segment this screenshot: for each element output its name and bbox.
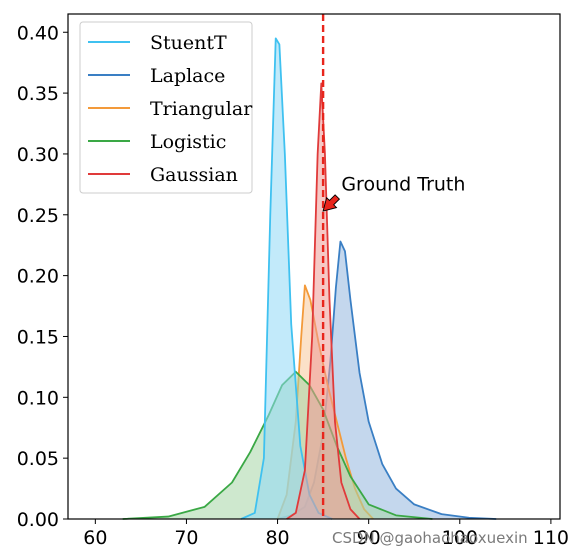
y-tick-label: 0.35 [17, 83, 59, 105]
y-tick-label: 0.20 [17, 266, 59, 288]
y-tick-label: 0.40 [17, 22, 59, 44]
x-tick-label: 60 [83, 527, 107, 549]
x-axis: 60 70 80 90 100 110 [83, 519, 569, 549]
plot-frame [67, 13, 561, 520]
y-tick-label: 0.25 [17, 205, 59, 227]
x-tick-label: 110 [533, 527, 569, 549]
series-area-stuentt [241, 38, 333, 520]
legend-label-triangular: Triangular [150, 98, 253, 120]
legend-label-stuentt: StuentT [150, 32, 227, 54]
legend-label-laplace: Laplace [150, 65, 225, 87]
x-tick-label: 90 [357, 527, 381, 549]
series-line-logistic [122, 370, 433, 520]
x-tick-label: 80 [265, 527, 289, 549]
y-tick-label: 0.15 [17, 326, 59, 348]
x-tick-label: 100 [442, 527, 478, 549]
y-tick-label: 0.10 [17, 387, 59, 409]
y-axis: 0.00 0.05 0.10 0.15 0.20 0.25 0.30 0.35 0.40 [17, 22, 68, 531]
ground-truth-label: Ground Truth [341, 173, 465, 195]
y-tick-label: 0.00 [17, 509, 59, 531]
y-tick-label: 0.05 [17, 448, 59, 470]
y-tick-label: 0.30 [17, 144, 59, 166]
ground-truth-layer: Ground Truth [321, 14, 465, 519]
legend-box [79, 21, 253, 194]
legend-label-logistic: Logistic [150, 131, 226, 153]
x-tick-label: 70 [174, 527, 198, 549]
watermark-text: CSDN @gaohaohaoxuexin [332, 529, 528, 547]
ground-truth-arrow [322, 194, 341, 212]
legend: StuentT Laplace Triangular Logistic Gaussian [79, 21, 253, 194]
legend-label-gaussian: Gaussian [150, 164, 238, 186]
